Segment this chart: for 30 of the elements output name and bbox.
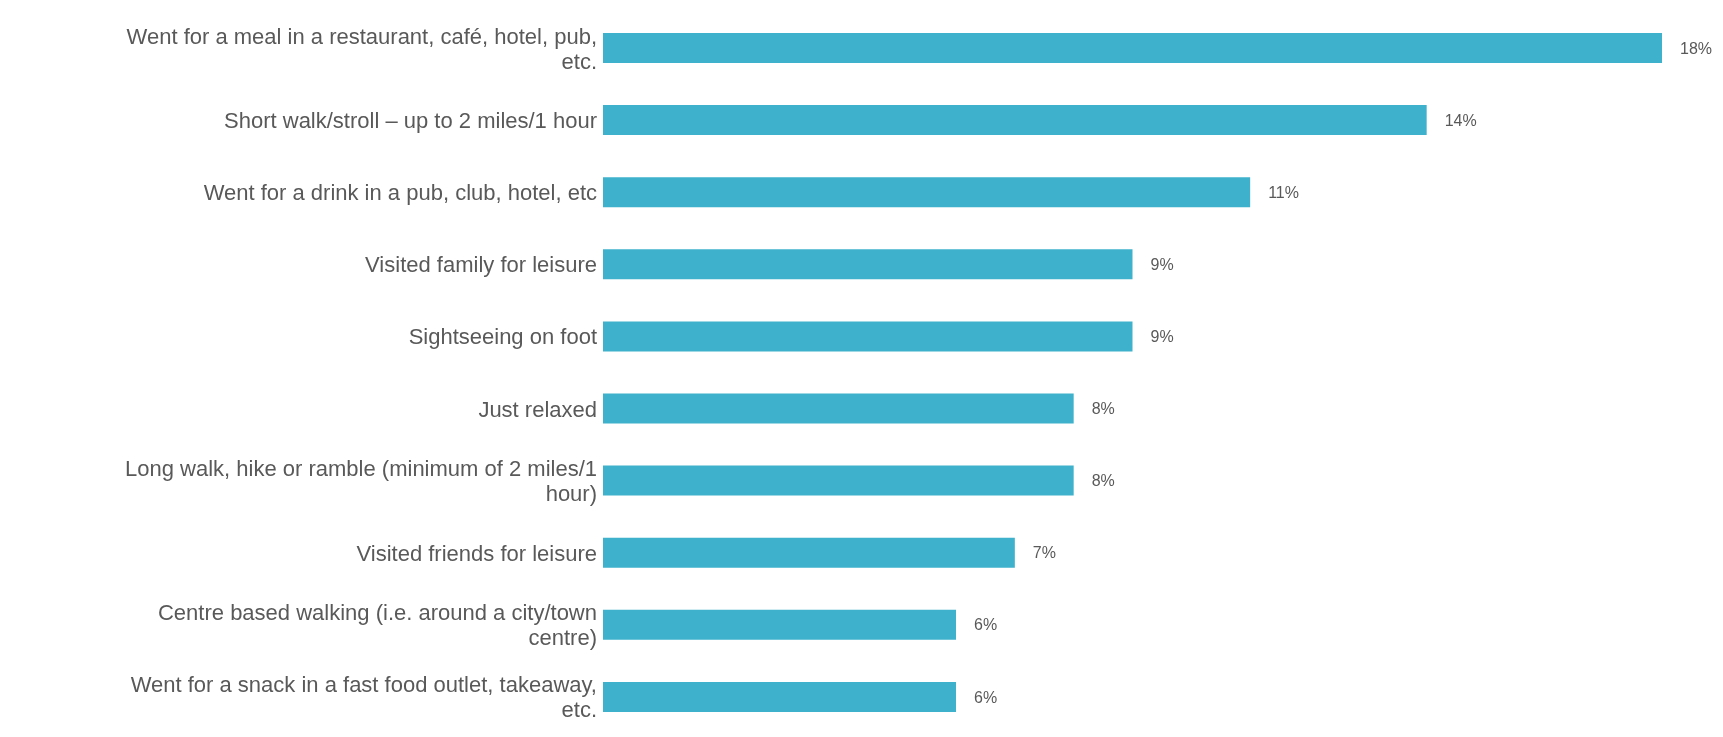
bar	[603, 177, 1251, 208]
bar	[603, 321, 1133, 352]
data-label: 6%	[974, 616, 998, 634]
data-label: 7%	[1032, 544, 1056, 562]
data-label: 6%	[974, 688, 998, 706]
bar	[603, 105, 1427, 136]
data-label: 9%	[1150, 328, 1174, 346]
data-label: 9%	[1150, 255, 1174, 273]
bar	[603, 249, 1133, 280]
data-label: 8%	[1091, 472, 1115, 490]
y-tick-label: Sightseeing on foot	[408, 323, 597, 349]
bar	[603, 681, 956, 712]
y-tick-label: Visited friends for leisure	[356, 540, 597, 566]
y-tick-label: Centre based walking (i.e. around a city/town centre)	[157, 599, 597, 650]
y-tick-label: Went for a meal in a restaurant, café, hotel, pub, etc.	[126, 23, 597, 74]
y-tick-label: Went for a snack in a fast food outlet, takeaway, etc.	[130, 671, 597, 722]
y-tick-label: Just relaxed	[478, 396, 597, 422]
y-tick-label: Long walk, hike or ramble (minimum of 2 miles/1 hour)	[125, 455, 597, 506]
y-tick-label: Went for a drink in a pub, club, hotel, etc	[203, 179, 597, 205]
data-label: 11%	[1268, 183, 1300, 201]
data-label: 8%	[1091, 400, 1115, 418]
y-tick-label: Short walk/stroll – up to 2 miles/1 hour	[224, 107, 597, 133]
y-tick-label: Visited family for leisure	[365, 251, 597, 277]
bar	[603, 393, 1074, 424]
bar	[603, 465, 1074, 496]
bar	[603, 537, 1015, 568]
data-label: 18%	[1680, 39, 1713, 57]
bar	[603, 33, 1662, 63]
bar	[603, 609, 956, 640]
data-label: 14%	[1444, 111, 1477, 129]
